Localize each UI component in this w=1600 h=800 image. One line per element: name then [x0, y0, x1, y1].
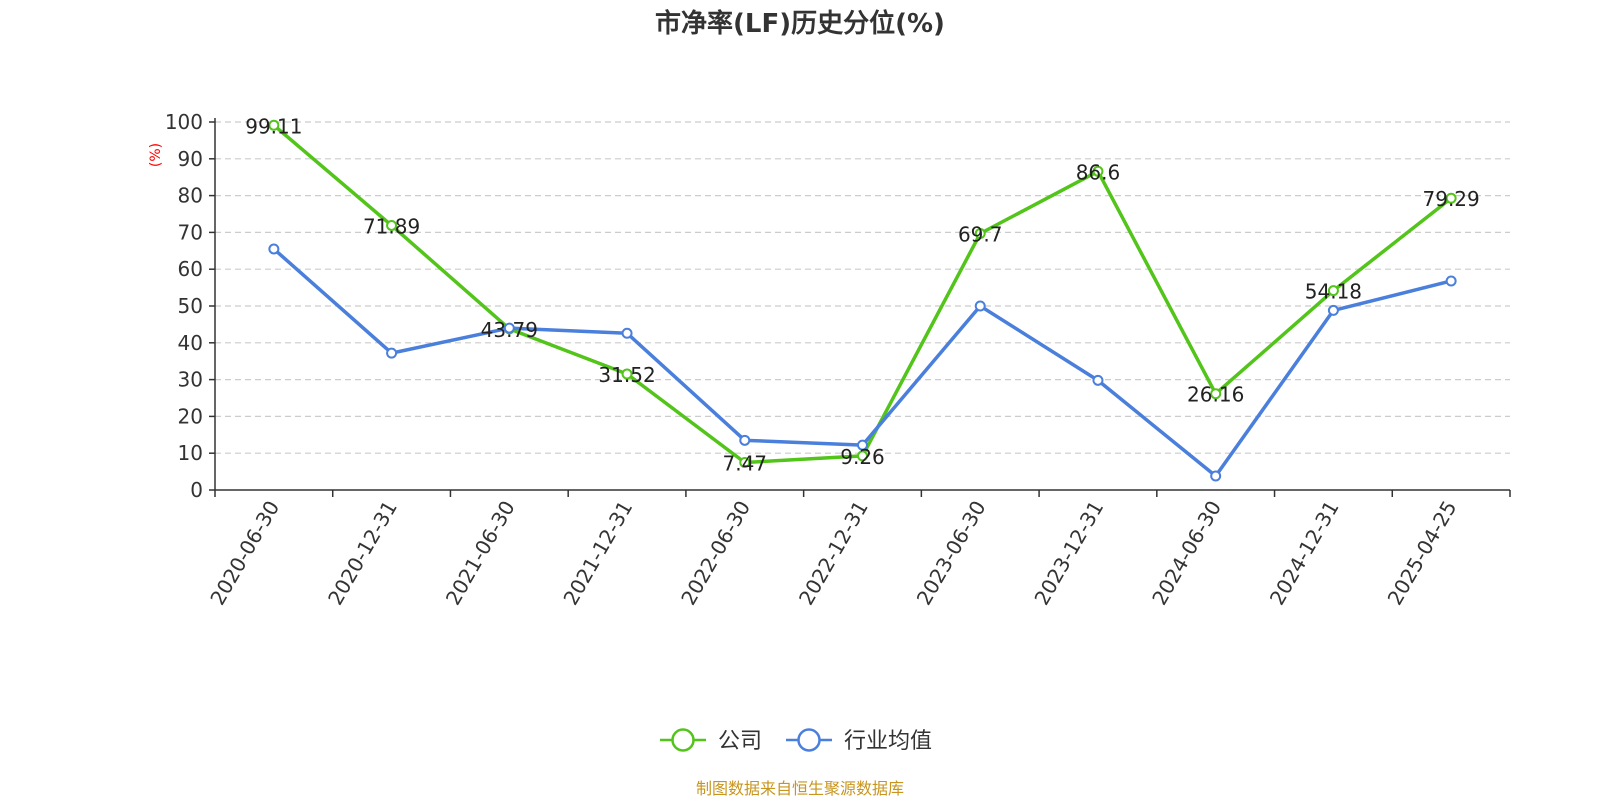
x-tick-label: 2020-12-31	[323, 497, 402, 610]
y-tick-label: 50	[178, 294, 203, 318]
data-point[interactable]	[857, 450, 868, 462]
data-point[interactable]	[974, 228, 986, 240]
data-point[interactable]	[503, 322, 515, 334]
data-labels: 99.11 71.89 43.79 31.52 7.47 9.26 69.7 86.6 26.1…	[245, 114, 1480, 475]
axes: 0 10 20 30 40 50 60 70 80 90 100 2020-06-30 2020-12-…	[165, 110, 1511, 610]
data-point[interactable]	[1327, 285, 1339, 297]
y-tick-label: 70	[178, 220, 203, 244]
y-tick-label: 80	[178, 184, 203, 208]
data-label: 31.52	[598, 363, 655, 387]
data-point[interactable]	[268, 243, 280, 255]
y-axis-label: (%)	[148, 143, 164, 167]
y-tick-label: 90	[178, 147, 203, 171]
data-label: 54.18	[1305, 280, 1362, 304]
data-point[interactable]	[621, 327, 633, 339]
data-label: 79.29	[1423, 187, 1480, 211]
data-point[interactable]	[386, 219, 398, 231]
data-label: 99.11	[245, 114, 302, 138]
data-point[interactable]	[1445, 192, 1457, 204]
source-note: 制图数据来自恒生聚源数据库	[696, 779, 904, 798]
legend[interactable]: 公司 行业均值	[660, 728, 932, 754]
y-tick-label: 10	[178, 441, 203, 465]
x-tick-label: 2022-06-30	[676, 497, 755, 610]
x-tick-label: 2025-04-25	[1383, 497, 1462, 610]
data-point[interactable]	[1092, 374, 1104, 386]
data-point[interactable]	[857, 439, 868, 451]
grid-lines	[215, 121, 1510, 454]
series-line-0	[272, 123, 1453, 465]
x-tick-label: 2023-12-31	[1029, 497, 1108, 610]
x-tick-label: 2021-06-30	[441, 497, 520, 610]
data-point[interactable]	[621, 368, 633, 380]
x-tick-label: 2024-06-30	[1147, 497, 1226, 610]
legend-marker-0[interactable]	[671, 728, 695, 752]
y-tick-label: 0	[190, 478, 203, 502]
data-label: 9.26	[840, 445, 885, 469]
data-point[interactable]	[1210, 388, 1222, 400]
data-label: 69.7	[958, 223, 1003, 247]
data-label: 71.89	[363, 214, 420, 238]
data-point[interactable]	[1092, 165, 1104, 177]
data-point[interactable]	[739, 457, 751, 469]
y-tick-label: 40	[178, 331, 203, 355]
y-tick-label: 20	[178, 404, 203, 428]
data-point[interactable]	[1445, 275, 1457, 287]
legend-marker-1[interactable]	[797, 728, 821, 752]
data-label: 26.16	[1187, 383, 1244, 407]
data-point[interactable]	[974, 300, 986, 312]
x-tick-label: 2021-12-31	[558, 497, 637, 610]
data-point[interactable]	[386, 347, 398, 359]
data-label: 86.6	[1076, 160, 1121, 184]
data-point[interactable]	[739, 434, 751, 446]
y-tick-label: 60	[178, 257, 203, 281]
data-point[interactable]	[1327, 304, 1339, 316]
legend-label-1[interactable]: 行业均值	[844, 729, 932, 754]
data-label: 43.79	[481, 318, 538, 342]
chart-title: 市净率(LF)历史分位(%)	[655, 8, 945, 39]
data-label: 7.47	[723, 452, 768, 476]
x-tick-label: 2024-12-31	[1265, 497, 1344, 610]
legend-label-0[interactable]: 公司	[718, 729, 762, 754]
y-tick-label: 100	[165, 110, 203, 134]
x-tick-label: 2022-12-31	[794, 497, 873, 610]
y-tick-label: 30	[178, 368, 203, 392]
data-point[interactable]	[268, 119, 280, 131]
x-tick-label: 2023-06-30	[912, 497, 991, 610]
x-tick-label: 2020-06-30	[205, 497, 284, 610]
series-layer	[268, 119, 1457, 482]
data-point[interactable]	[1210, 470, 1222, 482]
